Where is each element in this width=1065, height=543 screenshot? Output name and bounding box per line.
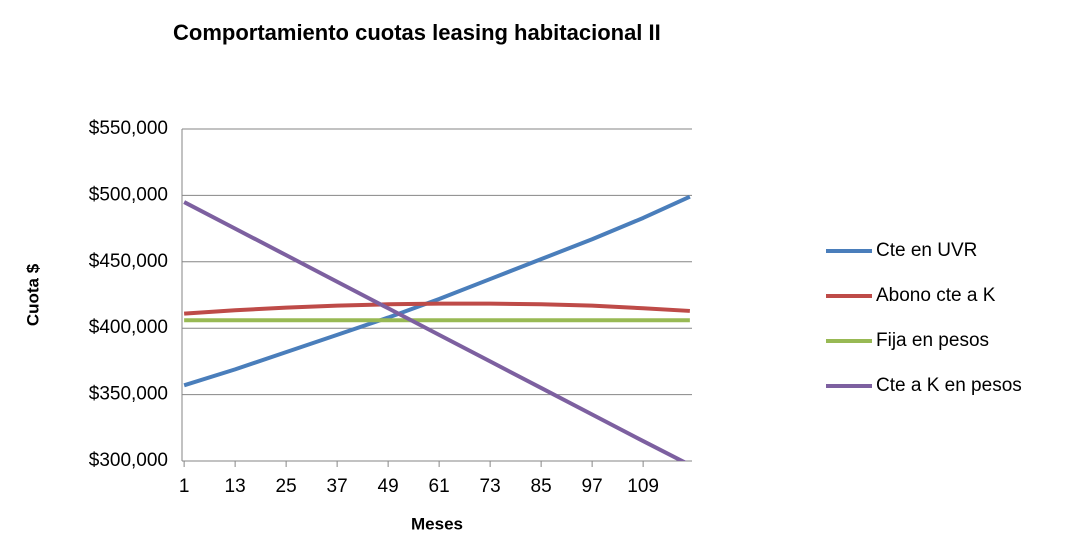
y-tick-label: $450,000 xyxy=(89,251,168,272)
x-tick-label: 13 xyxy=(225,476,246,497)
x-tick-label: 73 xyxy=(480,476,501,497)
x-tick-label: 97 xyxy=(582,476,603,497)
y-tick-label: $400,000 xyxy=(89,317,168,338)
x-tick-label: 49 xyxy=(378,476,399,497)
x-tick-label: 61 xyxy=(429,476,450,497)
legend-label: Cte en UVR xyxy=(876,240,977,261)
x-tick-label: 37 xyxy=(327,476,348,497)
chart-title: Comportamiento cuotas leasing habitacion… xyxy=(173,20,661,45)
legend-label: Abono cte a K xyxy=(876,285,996,306)
x-tick-label: 25 xyxy=(276,476,297,497)
legend-label: Fija en pesos xyxy=(876,330,989,351)
series-line xyxy=(183,194,691,388)
x-tick-label: 109 xyxy=(627,476,659,497)
legend-label: Cte a K en pesos xyxy=(876,375,1022,396)
y-tick-label: $550,000 xyxy=(89,118,168,139)
series-line xyxy=(183,301,690,316)
y-tick-label: $500,000 xyxy=(89,184,168,205)
x-tick-label: 85 xyxy=(531,476,552,497)
x-axis-title: Meses xyxy=(411,514,463,533)
y-axis-title: Cuota $ xyxy=(23,263,42,326)
y-tick-label: $350,000 xyxy=(89,384,168,405)
series-line xyxy=(183,200,687,461)
y-tick-label: $300,000 xyxy=(89,450,168,471)
x-tick-label: 1 xyxy=(179,476,190,497)
